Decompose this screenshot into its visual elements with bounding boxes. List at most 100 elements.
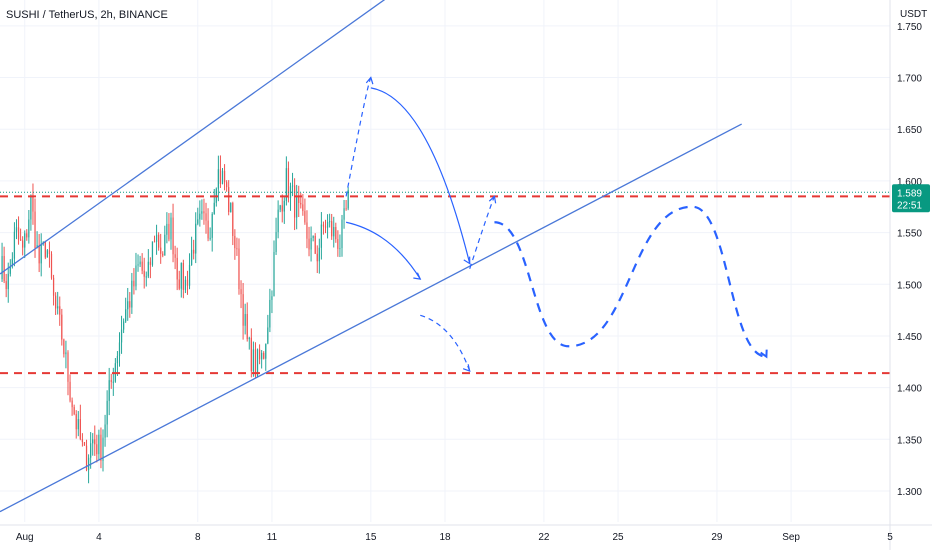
candle-body [199,213,201,220]
candle-body [188,265,191,286]
candle-body [77,419,79,430]
time-tick-label: 22 [538,532,550,543]
candle-body [75,414,77,430]
candle-body [250,337,252,372]
candle-body [116,355,119,364]
candle-body [273,251,275,297]
candle-body [98,434,100,455]
candle-body [24,233,26,248]
time-tick-label: 11 [267,532,278,543]
candle-body [149,261,152,265]
candle-body [261,352,263,360]
candle-body [104,424,106,438]
candle-body [48,250,51,255]
candle-body [100,434,102,462]
candle-body [73,407,75,415]
price-tick-label: 1.450 [897,332,922,343]
candle-body [345,208,347,210]
candle-body [129,301,131,308]
candle-body [248,337,250,340]
time-axis[interactable]: Aug 4 8 11 15 18 22 25 29 Sep 5 [0,524,932,543]
price-tick-label: 1.400 [897,384,922,395]
price-tick-label: 1.500 [897,280,922,291]
candle-body [172,217,174,255]
forecast-paths[interactable] [345,76,768,373]
candle-body [34,211,36,249]
forecast-path [345,77,372,197]
candle-body [283,200,285,212]
candle-body [127,301,129,310]
candle-body [226,182,228,188]
candle-body [300,202,302,205]
candle-body [94,439,96,445]
candle-body [1,256,3,280]
candle-body [125,309,127,322]
candle-body [333,226,335,237]
candle-body [59,306,61,315]
channel-lower-line [0,123,742,513]
candle-body [279,205,281,210]
candle-body [178,279,180,289]
price-tick-label: 1.350 [897,435,922,446]
candle-body [326,221,329,228]
time-tick-label: Sep [782,532,800,543]
price-axis[interactable]: 1.300 1.350 1.400 1.450 1.500 1.550 1.600 1.650… [889,0,922,550]
candle-body [110,380,112,382]
candle-body [213,202,215,214]
candle-body [141,261,143,271]
candle-body [81,439,84,443]
currency-unit: USDT [900,9,928,20]
candle-body [85,445,88,470]
candle-body [302,204,304,212]
candle-body [240,289,242,295]
candle-body [137,264,139,266]
candle-body [228,187,230,213]
candle-body [254,349,257,377]
support-levels [0,191,890,375]
symbol-title[interactable]: SUSHI / TetherUS, 2h, BINANCE [6,9,168,21]
candle-body [139,261,141,265]
candle-body [258,349,261,360]
candle-body [174,254,176,258]
price-tick-label: 1.700 [897,74,922,85]
candle-body [316,253,318,262]
candle-body [232,203,234,236]
candle-body [158,234,160,248]
candle-body [184,279,187,290]
candle-body [176,257,178,280]
candle-body [164,234,166,256]
price-tick-label: 1.550 [897,229,922,240]
price-tick-label: 1.750 [897,22,922,33]
candle-body [57,306,59,309]
candle-body [285,168,287,201]
candle-body [160,247,162,254]
candle-body [335,226,337,240]
candle-body [170,217,172,240]
forecast-arrowhead [760,349,768,359]
candle-body [26,233,28,238]
candle-body [244,314,246,326]
candle-body [343,208,345,220]
candle-body [122,321,125,330]
candle-body [108,380,110,401]
candle-body [46,250,49,258]
candle-body [271,296,273,300]
candle-body [296,196,298,218]
candle-body [102,437,104,462]
candle-body [291,185,294,187]
candle-body [217,169,219,189]
forecast-arrowhead [488,195,497,204]
candle-body [252,349,255,372]
candle-body [312,235,314,238]
forecast-arrowhead [365,76,374,85]
candle-body [135,265,137,287]
forecast-path [494,205,767,358]
candle-body [17,227,20,240]
forecast-arrowhead [462,364,471,373]
candle-body [40,243,42,264]
candle-body [63,339,65,355]
candle-body [69,381,71,401]
trend-channel[interactable] [0,0,742,513]
